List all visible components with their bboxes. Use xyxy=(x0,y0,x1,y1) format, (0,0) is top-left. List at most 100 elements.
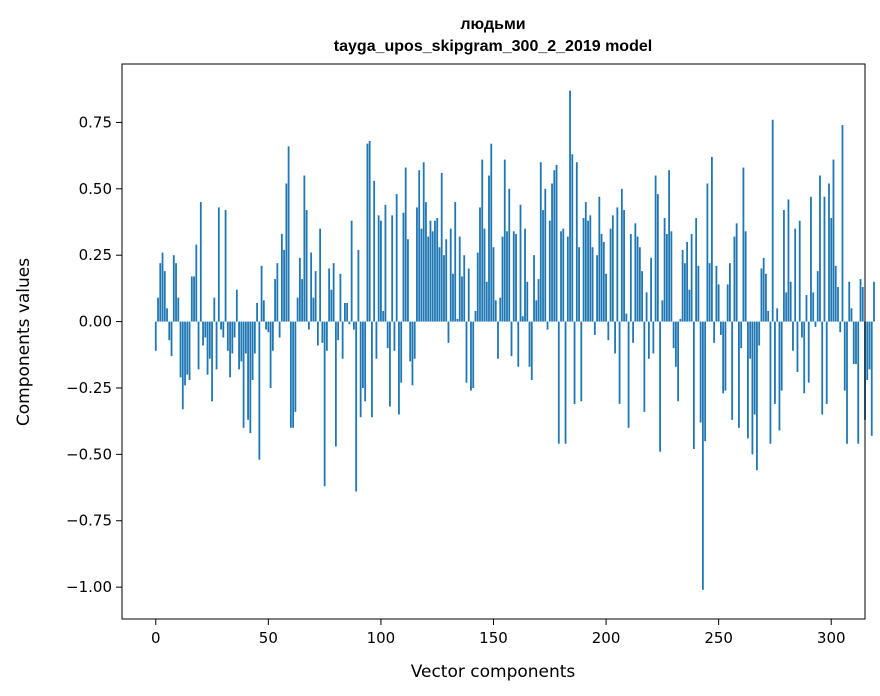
bar-187 xyxy=(575,162,578,322)
bar-50 xyxy=(267,321,270,333)
bar-90 xyxy=(357,249,360,322)
bar-110 xyxy=(402,212,405,322)
bar-272 xyxy=(767,310,770,322)
bar-220 xyxy=(650,257,653,322)
bar-162 xyxy=(519,204,522,322)
bar-304 xyxy=(839,321,842,333)
bar-108 xyxy=(398,321,400,415)
bar-132 xyxy=(452,273,454,322)
bar-98 xyxy=(375,321,378,359)
bar-163 xyxy=(521,316,524,322)
bar-241 xyxy=(697,265,700,322)
bar-280 xyxy=(785,292,788,322)
bar-11 xyxy=(179,321,182,378)
x-axis-label: Vector components xyxy=(411,662,576,682)
bar-258 xyxy=(735,223,738,322)
bar-81 xyxy=(337,321,340,341)
bar-155 xyxy=(503,159,506,322)
bar-104 xyxy=(389,321,391,407)
bar-31 xyxy=(224,210,227,322)
bar-173 xyxy=(544,188,547,322)
bar-238 xyxy=(690,233,693,322)
bar-216 xyxy=(641,271,643,322)
bar-184 xyxy=(569,90,571,322)
bar-305 xyxy=(841,125,844,322)
y-tick-label: 0.25 xyxy=(79,246,112,264)
bar-94 xyxy=(366,143,369,322)
bar-55 xyxy=(278,321,281,338)
bar-288 xyxy=(803,321,806,394)
bar-197 xyxy=(598,196,601,322)
bar-185 xyxy=(571,154,574,322)
bar-118 xyxy=(420,228,423,322)
bar-301 xyxy=(832,159,835,322)
bar-295 xyxy=(819,175,821,322)
bar-119 xyxy=(422,162,425,322)
bar-208 xyxy=(623,210,625,322)
bar-219 xyxy=(647,321,650,359)
bar-161 xyxy=(517,321,520,367)
bar-89 xyxy=(355,321,358,492)
bar-78 xyxy=(330,289,333,322)
bar-77 xyxy=(328,268,331,322)
bar-297 xyxy=(823,196,826,322)
y-tick-label: −0.50 xyxy=(66,445,112,463)
bar-179 xyxy=(557,321,560,444)
bar-172 xyxy=(542,210,544,322)
bar-126 xyxy=(438,247,441,322)
bar-152 xyxy=(497,321,499,359)
bar-100 xyxy=(380,220,382,322)
bar-240 xyxy=(695,218,698,322)
bar-120 xyxy=(425,202,427,322)
plot-area xyxy=(121,63,866,620)
bar-147 xyxy=(485,281,488,322)
bar-236 xyxy=(686,241,689,322)
bar-91 xyxy=(359,321,362,418)
bar-180 xyxy=(560,231,562,322)
bar-226 xyxy=(663,218,666,322)
bar-317 xyxy=(868,321,871,370)
bar-142 xyxy=(474,310,477,322)
x-tick-label: 300 xyxy=(817,629,846,647)
bar-64 xyxy=(298,257,301,322)
bar-40 xyxy=(244,321,247,354)
bar-133 xyxy=(454,202,457,322)
bar-254 xyxy=(726,284,729,322)
bar-17 xyxy=(193,276,195,322)
bar-69 xyxy=(310,252,313,322)
bar-261 xyxy=(742,167,745,322)
bar-39 xyxy=(242,321,245,428)
bar-300 xyxy=(830,218,833,322)
bar-223 xyxy=(656,194,659,322)
bar-193 xyxy=(589,215,592,322)
bar-28 xyxy=(217,207,220,322)
bar-99 xyxy=(377,215,380,322)
bar-227 xyxy=(665,233,668,322)
bar-199 xyxy=(602,241,605,322)
bar-222 xyxy=(654,175,657,322)
y-tick-label: 0.75 xyxy=(79,113,112,131)
bar-196 xyxy=(596,255,598,322)
bar-125 xyxy=(436,218,439,322)
bar-122 xyxy=(429,220,432,322)
y-tick-label: 0.00 xyxy=(79,313,112,331)
bar-131 xyxy=(449,228,452,322)
bar-202 xyxy=(609,228,612,322)
bar-66 xyxy=(303,175,306,322)
bar-32 xyxy=(226,321,229,351)
bar-79 xyxy=(332,263,335,322)
bar-106 xyxy=(393,321,396,351)
bar-271 xyxy=(765,273,767,322)
bar-84 xyxy=(344,303,346,322)
bar-136 xyxy=(461,276,463,322)
bar-45 xyxy=(256,303,258,322)
bar-234 xyxy=(681,249,684,322)
bar-25 xyxy=(211,321,213,402)
bar-171 xyxy=(539,162,542,322)
bar-314 xyxy=(861,287,864,322)
bar-12 xyxy=(181,321,184,410)
bar-62 xyxy=(294,321,297,412)
bar-144 xyxy=(479,207,481,322)
bar-198 xyxy=(600,233,603,322)
bar-46 xyxy=(258,321,261,460)
